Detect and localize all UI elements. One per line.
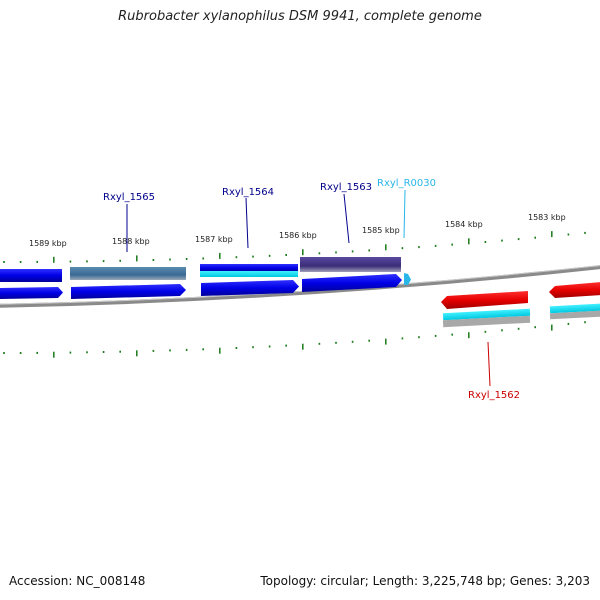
map-title: Rubrobacter xylanophilus DSM 9941, compl…: [118, 9, 482, 24]
gene-label-rxyl-1563[interactable]: Rxyl_1563: [320, 182, 372, 193]
forward-feature-row: [0, 257, 401, 282]
cds-arrow-1565[interactable]: [71, 284, 186, 299]
feature-rxyl-1562-highlight: [442, 308, 531, 321]
cds-arrow-1566[interactable]: [0, 287, 63, 299]
tick-label-1583: 1583 kbp: [528, 213, 566, 222]
gene-label-rxyl-r0030[interactable]: Rxyl_R0030: [377, 178, 436, 189]
feature-rxyl-1561-highlight: [549, 303, 600, 314]
reverse-feature-row: [442, 303, 600, 328]
leader-rxyl-r0030: [403, 189, 406, 239]
feature-rxyl-1561[interactable]: [549, 310, 600, 320]
tick-label-1585: 1585 kbp: [362, 226, 400, 235]
leader-rxyl-1563: [343, 193, 350, 244]
feature-rxyl-1565[interactable]: [70, 267, 186, 280]
genome-summary-text: Topology: circular; Length: 3,225,748 bp…: [260, 574, 590, 588]
feature-rxyl-1563[interactable]: [300, 257, 401, 272]
forward-cds-row: [0, 273, 411, 299]
tick-label-1588: 1588 kbp: [112, 237, 150, 246]
gene-label-rxyl-1565[interactable]: Rxyl_1565: [103, 192, 155, 203]
cds-arrow-1562[interactable]: [441, 291, 528, 309]
genome-backbone-line: [0, 265, 600, 308]
gene-label-rxyl-1562[interactable]: Rxyl_1562: [468, 390, 520, 401]
cds-arrow-1561-partial[interactable]: [549, 282, 600, 298]
tick-label-1589: 1589 kbp: [29, 239, 67, 248]
accession-text: Accession: NC_008148: [9, 574, 146, 588]
tick-label-1586: 1586 kbp: [279, 231, 317, 240]
scale-labels: 1589 kbp 1588 kbp 1587 kbp 1586 kbp 1585…: [29, 213, 566, 248]
tick-label-1587: 1587 kbp: [195, 235, 233, 244]
feature-rxyl-1566-partial[interactable]: [0, 269, 62, 282]
gene-label-rxyl-1564[interactable]: Rxyl_1564: [222, 187, 274, 198]
upper-scale: [3, 231, 586, 263]
feature-rxyl-1564[interactable]: [200, 264, 298, 272]
leader-rxyl-1562: [487, 341, 491, 387]
genome-backbone-shade: [0, 265, 600, 305]
tick-label-1584: 1584 kbp: [445, 220, 483, 229]
feature-rxyl-1564-highlight: [200, 271, 298, 277]
cds-arrow-1563[interactable]: [302, 274, 402, 292]
gene-labels: Rxyl_1565 Rxyl_1564 Rxyl_1563 Rxyl_R0030…: [103, 178, 520, 401]
label-leaders: [126, 189, 491, 387]
lower-scale: [3, 321, 586, 358]
cds-arrow-1564[interactable]: [201, 280, 299, 296]
rna-arrow-r0030[interactable]: [404, 273, 411, 285]
leader-rxyl-1564: [245, 197, 249, 249]
feature-rxyl-1562[interactable]: [442, 315, 531, 328]
reverse-cds-row: [441, 282, 600, 309]
